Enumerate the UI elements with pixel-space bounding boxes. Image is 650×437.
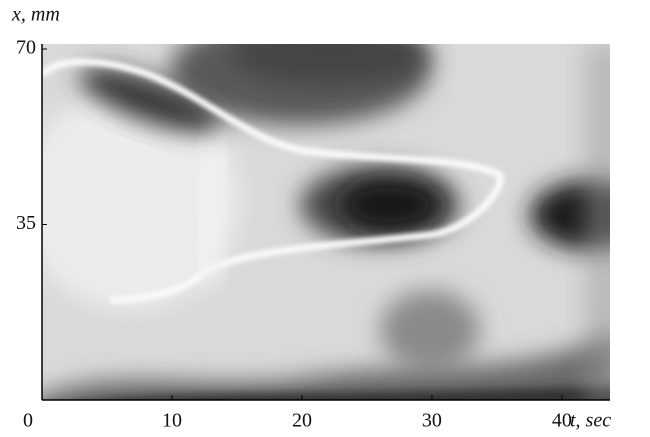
x-axis-label: t, sec [570,410,611,432]
y-tick-label: 70 [16,37,36,59]
field-image [20,15,650,420]
x-tick-label: 0 [23,410,33,432]
x-tick-label: 30 [422,410,442,432]
chart: x, mm t, sec 0 10 20 30 40 35 70 [0,0,650,437]
x-tick-label: 40 [552,410,572,432]
x-tick-label: 20 [292,410,312,432]
y-tick-label: 35 [16,212,36,234]
y-axis-label: x, mm [11,4,60,26]
x-tick-label: 10 [162,410,182,432]
